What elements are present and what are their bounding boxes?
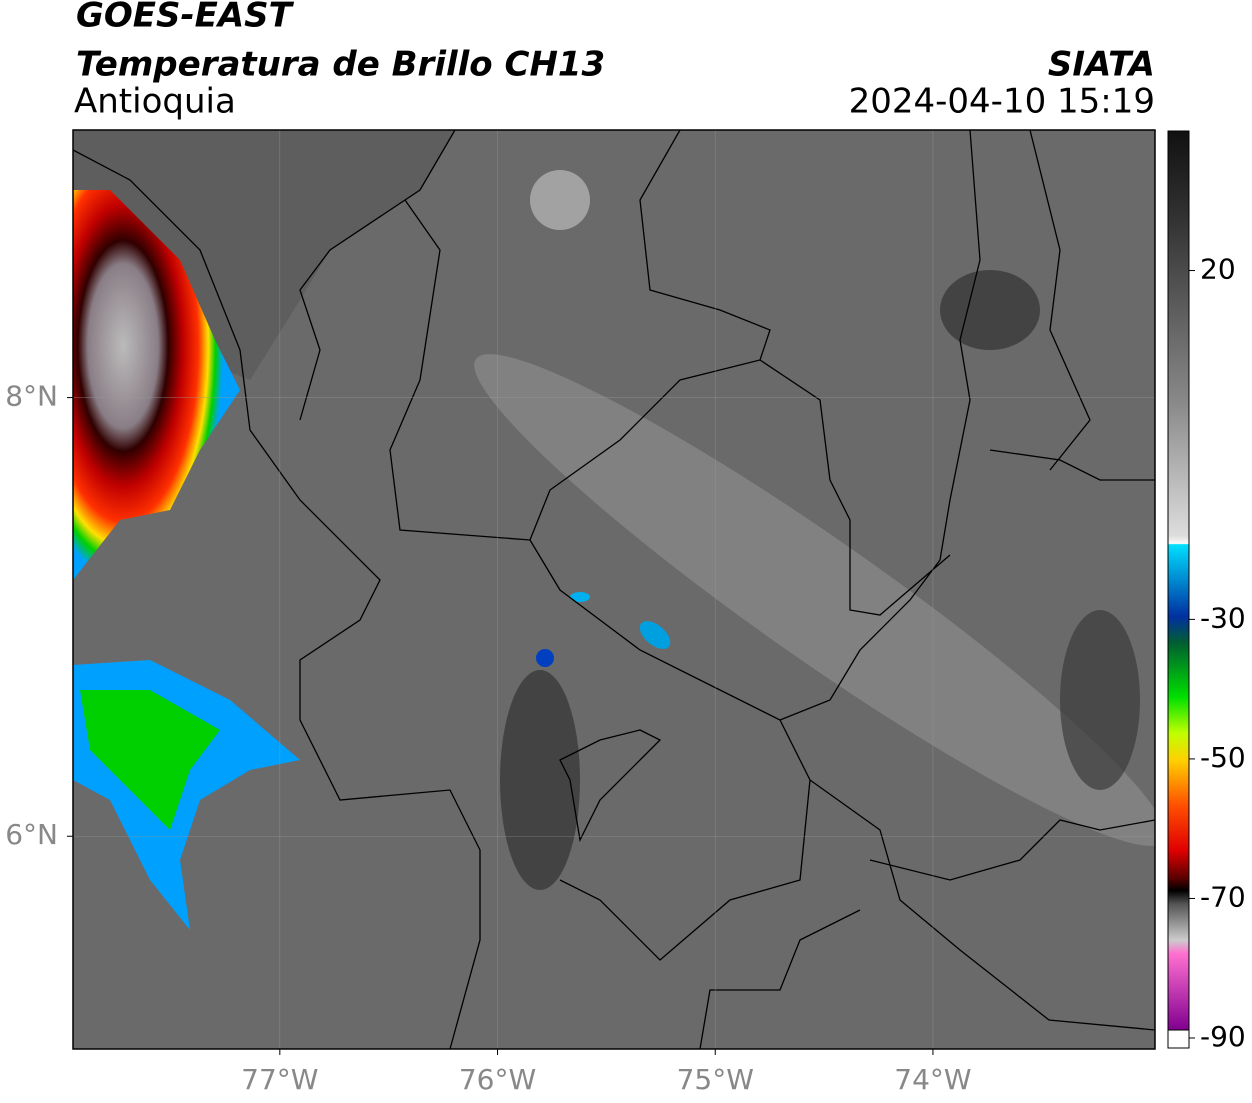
source: SIATA: [1048, 45, 1155, 85]
cloud: [474, 354, 1155, 846]
colorbar-tick-label: 20: [1200, 253, 1236, 286]
lon-tick-label: 75°W: [677, 1063, 754, 1096]
subtitle: Temperatura de Brillo CH13: [76, 45, 605, 85]
cloud-cell: [536, 649, 554, 667]
cloud: [530, 170, 590, 230]
lon-tick-label: 74°W: [894, 1063, 971, 1096]
colorbar-frame: [1167, 130, 1190, 1049]
dry-area: [1060, 610, 1140, 790]
dry-area: [940, 270, 1040, 350]
colorbar-tick-label: -70: [1200, 880, 1246, 913]
cloud-cell: [639, 621, 671, 649]
map-imagery: [73, 130, 1155, 1049]
colorbar: [1168, 131, 1189, 1030]
storm: [73, 190, 240, 580]
map-frame: [72, 129, 1156, 1050]
region: Antioquia: [74, 82, 236, 122]
lat-tick-label: 6°N: [5, 818, 58, 851]
lon-tick-label: 77°W: [241, 1063, 318, 1096]
lat-tick-label: 8°N: [5, 380, 58, 413]
graticule: [73, 130, 1155, 1049]
storm: [80, 690, 220, 830]
colorbar-tick-label: -50: [1200, 741, 1246, 774]
colorbar-extension: [1167, 1029, 1190, 1049]
lon-tick-label: 76°W: [459, 1063, 536, 1096]
datetime: 2024-04-10 15:19: [849, 82, 1155, 122]
cloud-cell: [570, 592, 590, 602]
colorbar-tick-label: -90: [1200, 1020, 1246, 1053]
dry-area: [500, 670, 580, 890]
colorbar-tick-label: -30: [1200, 601, 1246, 634]
title: GOES-EAST: [76, 0, 295, 36]
borders: [73, 130, 1155, 1049]
